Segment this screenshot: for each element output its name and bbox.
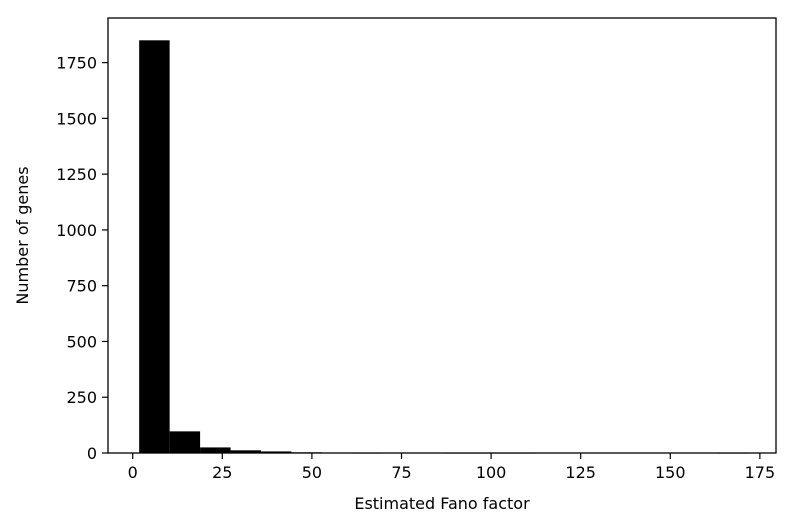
x-tick-label: 25 <box>212 463 232 482</box>
histogram-bars <box>139 40 749 454</box>
histogram-bar <box>200 447 231 453</box>
x-tick-label: 50 <box>302 463 322 482</box>
plot-frame <box>107 17 777 454</box>
x-axis-label: Estimated Fano factor <box>354 494 530 513</box>
x-tick-label: 0 <box>128 463 138 482</box>
histogram-bar <box>261 451 292 453</box>
y-tick-label: 0 <box>87 444 97 463</box>
y-tick-label: 1750 <box>56 54 97 73</box>
y-tick-label: 750 <box>66 277 97 296</box>
y-tick-label: 1000 <box>56 221 97 240</box>
histogram-bar <box>230 450 262 453</box>
x-tick-label: 100 <box>476 463 507 482</box>
y-tick-label: 1500 <box>56 109 97 128</box>
y-tick-label: 1250 <box>56 165 97 184</box>
x-tick-label: 150 <box>655 463 686 482</box>
histogram-bar <box>169 431 201 453</box>
y-axis-label: Number of genes <box>13 166 32 304</box>
y-tick-label: 250 <box>66 388 97 407</box>
y-axis-ticks: 0 250 500 750 1000 1250 1500 1750 <box>56 54 108 463</box>
x-axis-ticks: 0 25 50 75 100 125 150 175 <box>128 453 776 482</box>
x-tick-label: 125 <box>565 463 596 482</box>
x-tick-label: 75 <box>391 463 411 482</box>
histogram-bar <box>139 40 170 454</box>
x-tick-label: 175 <box>745 463 776 482</box>
y-tick-label: 500 <box>66 332 97 351</box>
